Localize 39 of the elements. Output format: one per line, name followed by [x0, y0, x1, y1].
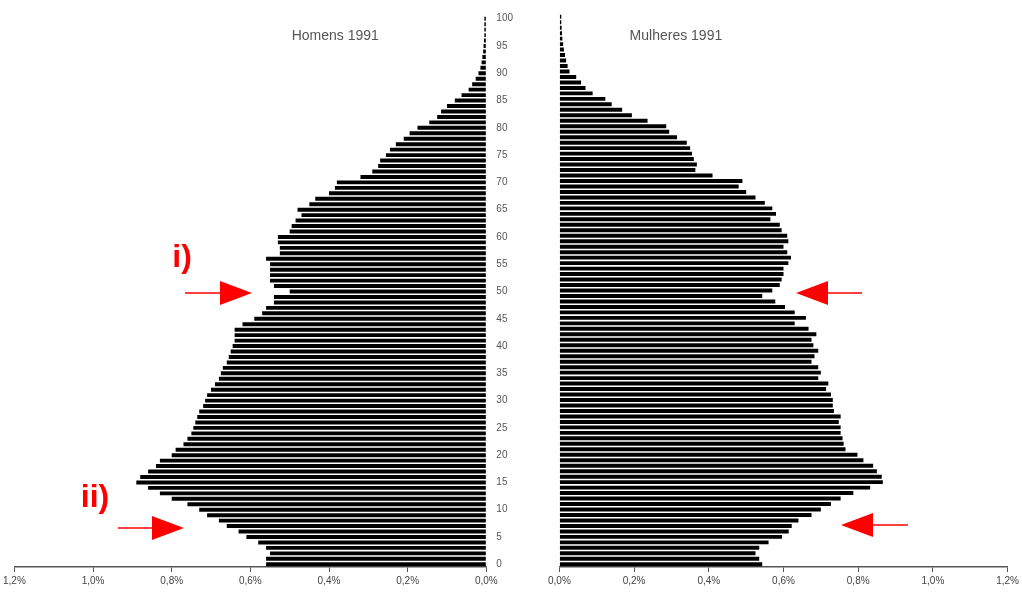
y-tick-label: 80 [496, 121, 508, 133]
y-tick-label: 20 [496, 448, 508, 460]
x-tick-label: 0,2% [396, 574, 420, 586]
x-tick-label: 0,8% [846, 574, 870, 586]
x-tick-label: 1,2% [3, 574, 26, 586]
text: Mulheres 1991 [629, 26, 723, 43]
x-tick-label: 0,6% [772, 574, 795, 586]
y-tick-label: 25 [496, 421, 508, 433]
y-tick-label: 70 [496, 176, 508, 188]
y-tick-label: 65 [496, 203, 508, 215]
text: Homens 1991 [291, 26, 380, 43]
y-tick-label: 40 [496, 339, 508, 351]
x-tick-label: 0,2% [622, 574, 646, 586]
y-tick-label: 85 [496, 94, 508, 106]
x-tick-label: 0,4% [697, 574, 721, 586]
x-tick-label: 0,8% [160, 574, 184, 586]
y-tick-label: 45 [496, 312, 508, 324]
x-tick-label: 1,0% [81, 574, 105, 586]
x-tick-label: 0,0% [474, 574, 498, 586]
y-tick-label: 90 [496, 67, 508, 79]
y-tick-label: 75 [496, 148, 508, 160]
y-tick-label: 95 [496, 39, 508, 51]
annotation: i) [172, 237, 192, 274]
y-tick-label: 30 [496, 394, 508, 406]
y-tick-label: 5 [496, 530, 503, 542]
x-tick-label: 0,4% [317, 574, 341, 586]
x-tick-label: 0,0% [548, 574, 571, 586]
y-tick-label: 35 [496, 367, 508, 379]
y-tick-label: 100 [496, 12, 514, 24]
y-tick-label: 50 [496, 285, 508, 297]
annotation: ii) [80, 477, 110, 514]
y-tick-label: 55 [496, 257, 508, 269]
y-tick-label: 10 [496, 503, 508, 515]
y-tick-label: 0 [496, 558, 503, 570]
y-tick-label: 15 [496, 476, 508, 488]
x-tick-label: 0,6% [238, 574, 262, 586]
x-tick-label: 1,2% [996, 574, 1020, 586]
y-tick-label: 60 [496, 230, 508, 242]
x-tick-label: 1,0% [921, 574, 945, 586]
